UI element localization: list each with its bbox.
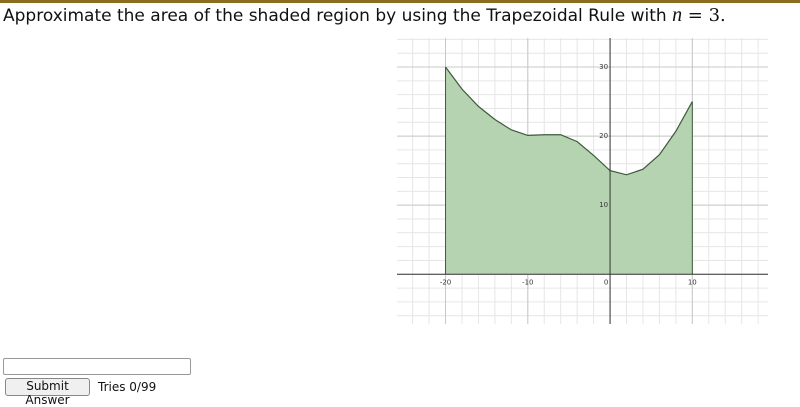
x-tick-label: -10	[522, 278, 533, 286]
math: n = 3.	[672, 4, 726, 26]
top-bar	[0, 0, 800, 3]
question: Approximate the area of the shaded regio…	[3, 4, 726, 27]
x-tick-label: -20	[440, 278, 451, 286]
y-tick-label: 30	[599, 63, 608, 71]
question-text: Approximate the area of the shaded regio…	[3, 6, 667, 26]
y-tick-label: 20	[599, 132, 608, 140]
x-tick-label: 10	[688, 278, 697, 286]
y-tick-label: 10	[599, 201, 608, 209]
tries-counter: Tries 0/99	[98, 380, 157, 394]
answer-input[interactable]	[3, 358, 191, 375]
shaded-region	[445, 67, 693, 275]
math-variable: n	[672, 4, 683, 26]
x-tick-label: 0	[604, 278, 608, 286]
submit-button[interactable]: Submit Answer	[5, 378, 90, 407]
curve	[445, 66, 693, 176]
math-relation: = 3.	[687, 5, 726, 26]
